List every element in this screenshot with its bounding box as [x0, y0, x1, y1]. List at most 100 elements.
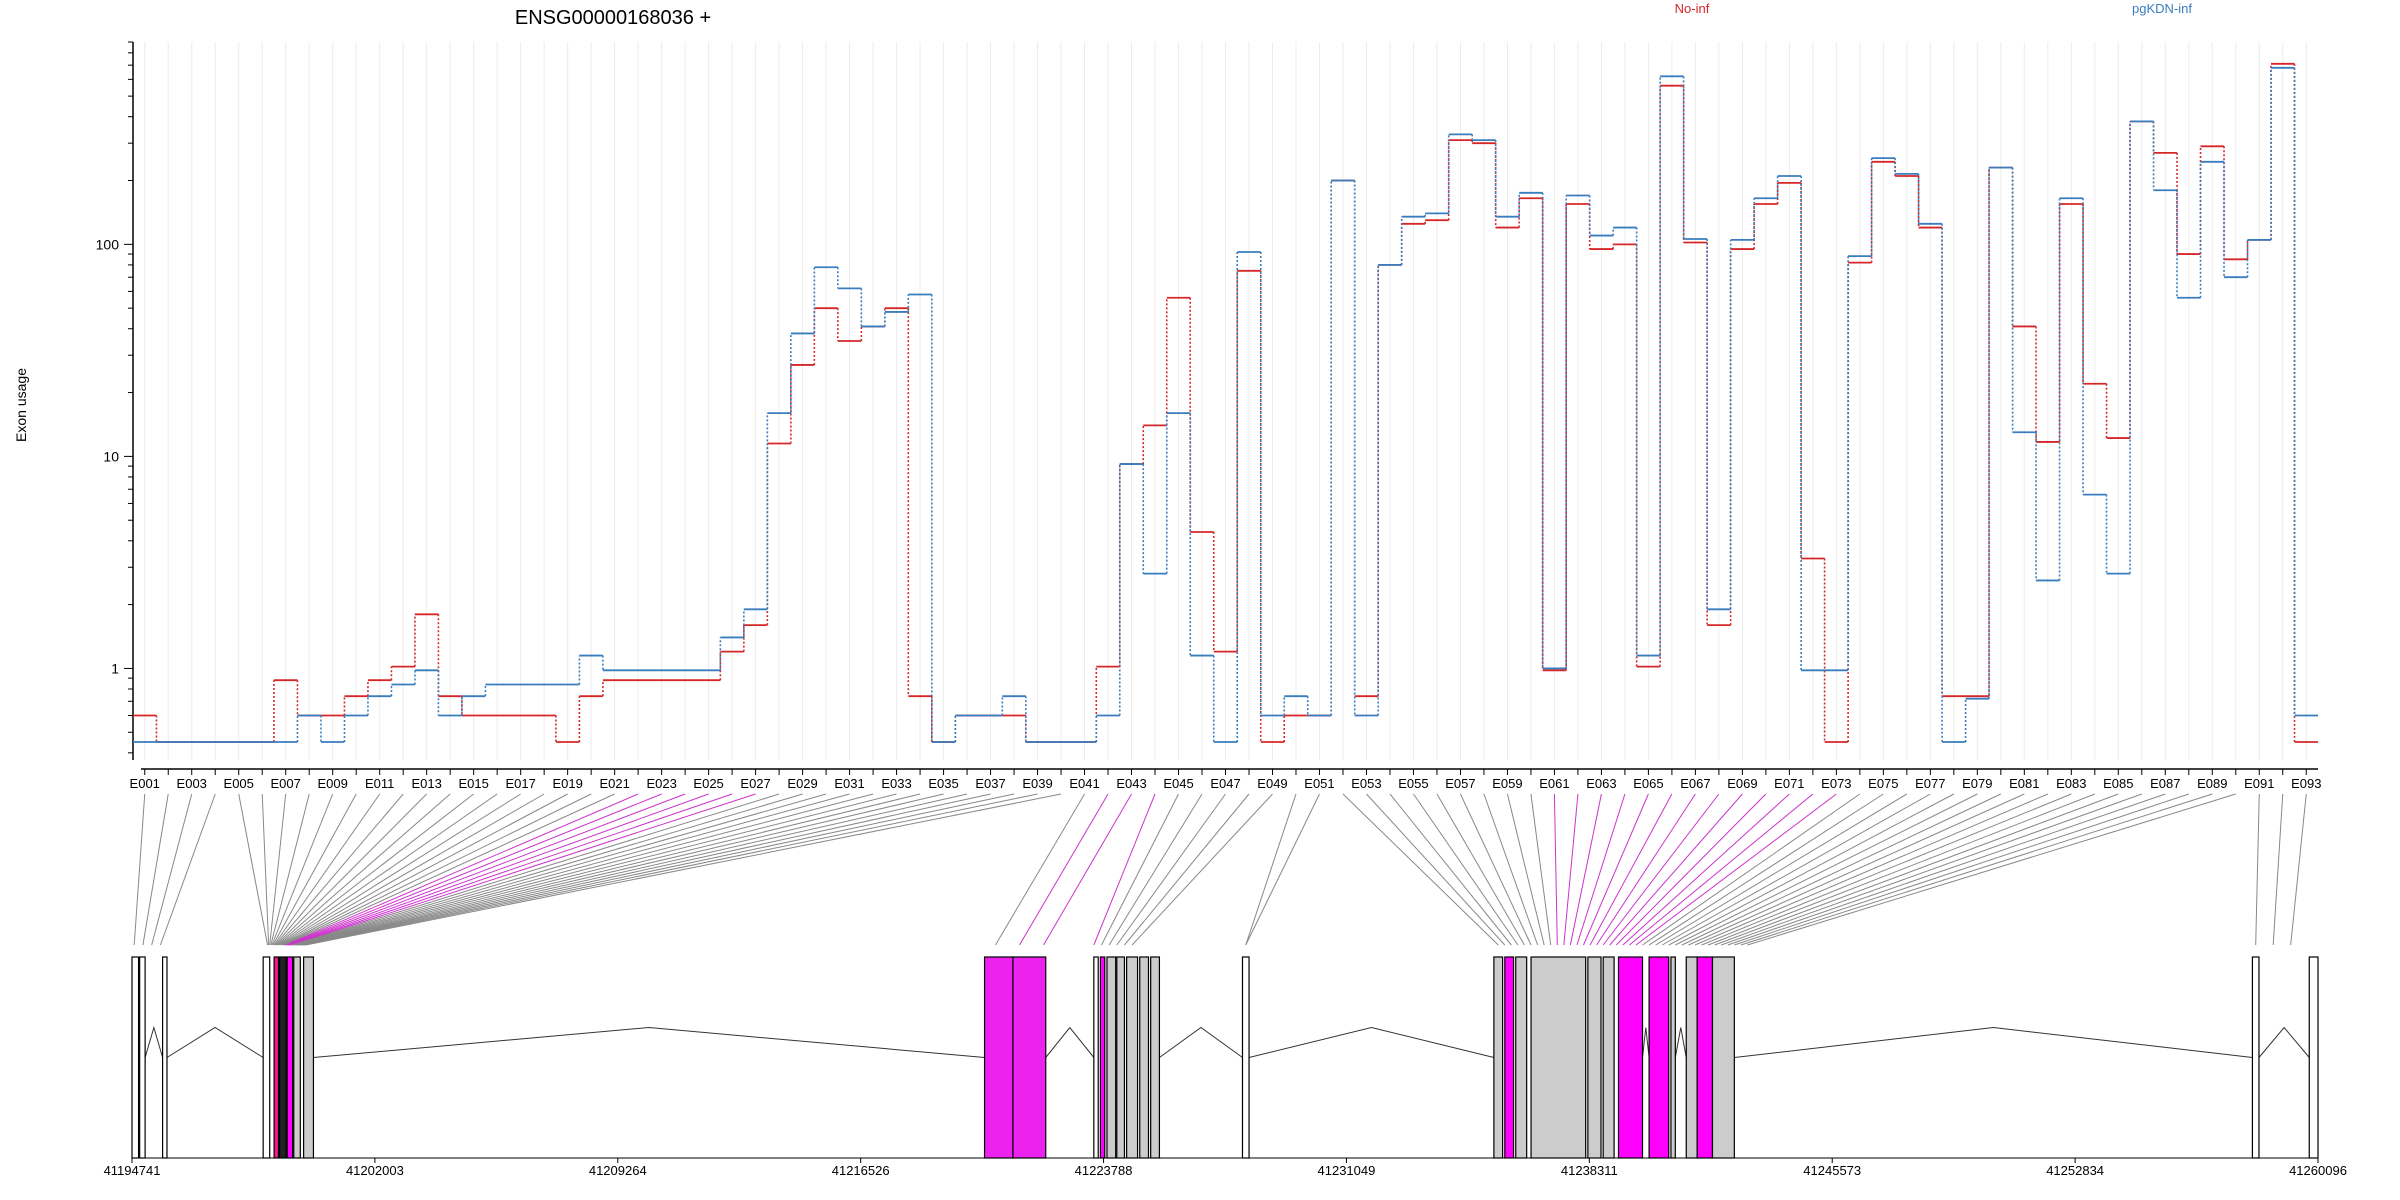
series — [133, 62, 2318, 743]
x-tick-label: E045 — [1163, 776, 1193, 791]
x-tick-label: E025 — [693, 776, 723, 791]
connector-line — [287, 793, 662, 946]
x-tick-label: E013 — [411, 776, 441, 791]
connector-line — [1596, 793, 1696, 946]
exon-block — [1711, 956, 1735, 1159]
connector-line — [1707, 793, 2095, 946]
connector-line — [283, 793, 592, 946]
x-tick-label: E069 — [1727, 776, 1757, 791]
connector-line — [1688, 793, 2025, 946]
x-tick-label: E041 — [1069, 776, 1099, 791]
x-tick-label: E009 — [318, 776, 348, 791]
connector-line — [295, 793, 850, 946]
exon-block — [273, 956, 280, 1159]
exon-block — [1012, 956, 1047, 1159]
exon-block — [1587, 956, 1602, 1159]
exon-block — [1139, 956, 1150, 1159]
connector-line — [1124, 793, 1250, 946]
x-tick-label: E043 — [1116, 776, 1146, 791]
exon-block — [139, 956, 146, 1159]
connector-line — [1740, 793, 2213, 946]
connector-line — [303, 793, 1015, 946]
series-pgkdn-inf — [133, 66, 2318, 743]
genomic-tick-label: 41194741 — [104, 1163, 161, 1178]
exon-block — [1106, 956, 1117, 1159]
x-tick-label: E061 — [1539, 776, 1569, 791]
genomic-tick-label: 41260096 — [2289, 1163, 2347, 1178]
exon-block — [1670, 956, 1676, 1159]
connector-line — [1131, 793, 1273, 946]
grid — [144, 42, 2307, 760]
x-tick-label: E087 — [2150, 776, 2180, 791]
connector-line — [995, 793, 1085, 946]
connector-line — [1563, 793, 1579, 946]
x-tick-label: E073 — [1821, 776, 1851, 791]
connector-line — [1506, 793, 1545, 946]
genomic-tick-label: 41245573 — [1803, 1163, 1861, 1178]
x-tick-label: E055 — [1398, 776, 1428, 791]
connector-line — [282, 793, 568, 946]
connector-line — [292, 793, 780, 946]
connector-line — [298, 793, 897, 946]
x-tick-label: E005 — [224, 776, 254, 791]
x-tick-label: E067 — [1680, 776, 1710, 791]
exon-block — [1126, 956, 1139, 1159]
x-tick-label: E001 — [130, 776, 160, 791]
connector-line — [1553, 793, 1558, 946]
intron-line — [1642, 1027, 1650, 1058]
x-tick-label: E089 — [2197, 776, 2227, 791]
intron-line — [2258, 1026, 2310, 1058]
exon-block — [2308, 956, 2319, 1159]
intron-line — [313, 1026, 985, 1058]
connector-line — [281, 793, 545, 946]
connector-line — [1342, 793, 1499, 946]
exon-block — [1515, 956, 1528, 1159]
connector-line — [1602, 793, 1720, 946]
connector-line — [1622, 793, 1790, 946]
exon-block — [293, 956, 301, 1159]
connector-line — [1615, 793, 1767, 946]
chart-title: ENSG00000168036 + — [515, 7, 711, 29]
intron-line — [144, 1025, 164, 1058]
exon-block — [1648, 956, 1670, 1159]
legend-pgkdn-inf: pgKDN-inf — [2132, 1, 2192, 16]
x-tick-label: E079 — [1962, 776, 1992, 791]
legend-no-inf: No-inf — [1675, 1, 1710, 16]
connector-line — [2272, 793, 2284, 946]
x-tick-label: E037 — [975, 776, 1005, 791]
exon-block — [1696, 956, 1714, 1159]
x-tick-label: E057 — [1445, 776, 1475, 791]
x-tick-label: E077 — [1915, 776, 1945, 791]
connector-line — [1576, 793, 1626, 946]
genomic-tick-label: 41231049 — [1318, 1163, 1376, 1178]
connector-line — [1629, 793, 1814, 946]
connector-line — [273, 793, 381, 946]
connector-line — [294, 793, 827, 946]
intron-line — [1674, 1027, 1687, 1058]
intron-line — [1248, 1026, 1494, 1058]
y-tick-label: 1 — [111, 660, 119, 676]
connector-line — [159, 793, 216, 946]
connector-line — [1589, 793, 1673, 946]
connector-line — [142, 793, 169, 946]
x-tick-label: E065 — [1633, 776, 1663, 791]
connector-line — [290, 793, 733, 946]
exon-block — [262, 956, 271, 1159]
connector-line — [304, 793, 1038, 946]
connector-line — [1413, 793, 1519, 946]
genomic-tick-label: 41216526 — [832, 1163, 890, 1178]
connector-line — [269, 793, 287, 946]
connector-line — [1116, 793, 1226, 946]
connector-line — [275, 793, 428, 946]
connector-line — [1701, 793, 2072, 946]
connector-line — [2255, 793, 2260, 946]
connector-line — [2290, 793, 2307, 946]
connector-line — [1642, 793, 1861, 946]
x-tick-label: E063 — [1586, 776, 1616, 791]
x-tick-label: E023 — [646, 776, 676, 791]
connector-line — [272, 793, 357, 946]
connector-line — [1635, 793, 1837, 946]
genomic-tick-label: 41209264 — [589, 1163, 647, 1178]
connector-line — [288, 793, 686, 946]
